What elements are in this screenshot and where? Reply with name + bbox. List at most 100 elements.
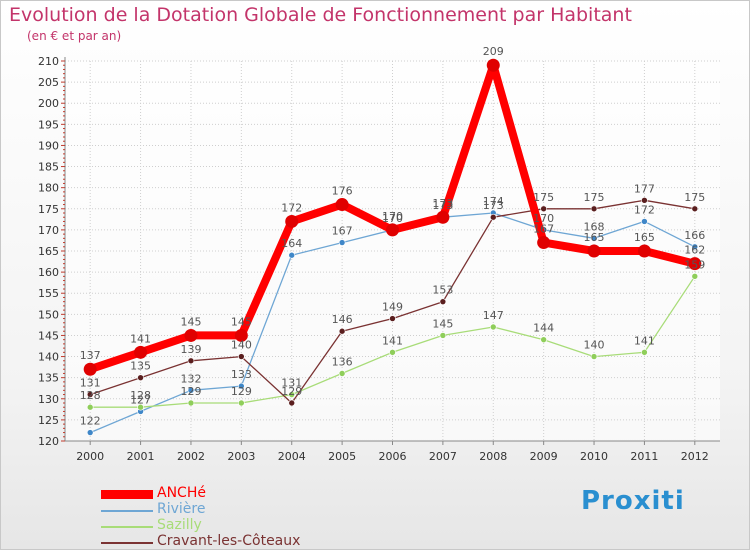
data-label: 129 <box>231 385 252 398</box>
data-point <box>137 374 144 381</box>
y-tick-label: 175 <box>38 203 59 216</box>
data-point <box>537 236 551 250</box>
x-tick-label: 2011 <box>630 450 658 463</box>
data-label: 176 <box>332 185 353 198</box>
data-label: 136 <box>332 355 353 368</box>
legend-label-cravant: Cravant-les-Côteaux <box>157 533 301 549</box>
data-label: 170 <box>382 212 403 225</box>
x-tick-label: 2007 <box>429 450 457 463</box>
legend-swatch-anche <box>101 490 153 499</box>
data-point <box>335 198 349 212</box>
data-point <box>288 399 296 407</box>
series-cravant-les-coteaux <box>86 197 699 407</box>
data-label: 167 <box>332 225 353 238</box>
data-label: 209 <box>483 45 504 58</box>
labels-cravant-les-coteaux: 131 135 139 140 129 146 149 153 173 175 175 177 175 <box>80 182 706 398</box>
data-point <box>691 273 699 280</box>
y-tick-label: 185 <box>38 161 59 174</box>
data-label: 162 <box>684 244 705 257</box>
data-point <box>137 403 144 411</box>
legend-label-anche: ANCHé <box>157 485 206 501</box>
data-point <box>187 357 195 365</box>
data-label: 177 <box>634 182 655 195</box>
data-point <box>83 362 97 376</box>
data-label: 175 <box>533 191 554 204</box>
data-label: 132 <box>180 372 201 385</box>
y-tick-label: 180 <box>38 182 59 195</box>
data-point <box>590 235 598 242</box>
data-label: 173 <box>483 199 504 212</box>
data-label: 140 <box>584 339 605 352</box>
data-label: 170 <box>533 212 554 225</box>
legend-label-sazilly: Sazilly <box>157 517 202 533</box>
y-tick-label: 125 <box>38 414 59 427</box>
data-label: 131 <box>281 377 302 390</box>
data-label: 145 <box>432 317 453 330</box>
data-point <box>691 243 699 251</box>
series-sazilly <box>86 273 699 411</box>
data-label: 129 <box>180 385 201 398</box>
x-tick-label: 2012 <box>681 450 709 463</box>
data-point <box>590 353 598 360</box>
data-point <box>338 239 346 246</box>
chart-subtitle: (en € et par an) <box>27 29 122 43</box>
data-point <box>386 223 399 237</box>
data-point <box>688 257 702 271</box>
data-label: 167 <box>533 223 554 236</box>
data-label: 170 <box>382 210 403 223</box>
data-point <box>486 58 500 72</box>
data-point <box>187 399 195 407</box>
data-point <box>389 315 396 322</box>
data-point <box>238 382 245 390</box>
data-point <box>234 328 248 342</box>
data-point <box>590 205 598 213</box>
data-label: 175 <box>684 191 705 204</box>
data-label: 145 <box>180 315 201 328</box>
data-point <box>641 349 648 356</box>
data-label: 135 <box>130 360 151 373</box>
y-tick-label: 130 <box>38 393 59 406</box>
legend-swatch-riviere <box>101 510 153 512</box>
data-point <box>285 214 299 228</box>
data-point <box>338 327 346 335</box>
chart-title: Evolution de la Dotation Globale de Fonc… <box>9 4 632 26</box>
data-label: 141 <box>382 334 403 347</box>
data-point <box>238 399 245 407</box>
data-label: 149 <box>382 301 403 314</box>
x-tick-label: 2006 <box>379 450 407 463</box>
data-point <box>540 205 547 213</box>
data-label: 146 <box>332 313 353 326</box>
data-point <box>288 391 296 398</box>
data-label: 172 <box>634 203 655 216</box>
data-label: 141 <box>634 334 655 347</box>
y-tick-label: 140 <box>38 351 59 364</box>
proxiti-logo: Proxiti <box>581 486 685 516</box>
data-point <box>184 328 198 342</box>
logo-text: Proxiti <box>581 486 685 516</box>
data-point <box>238 353 245 360</box>
data-point <box>288 251 296 259</box>
legend-swatch-sazilly <box>101 526 153 528</box>
y-tick-label: 160 <box>38 266 59 279</box>
y-tick-label: 155 <box>38 287 59 300</box>
series-anche <box>83 58 702 376</box>
data-point <box>86 429 94 436</box>
data-label: 144 <box>533 322 554 335</box>
data-label: 137 <box>80 349 101 362</box>
y-tick-label: 205 <box>38 76 59 89</box>
data-label: 164 <box>281 237 302 250</box>
y-tick-label: 165 <box>38 245 59 258</box>
data-point <box>587 244 601 258</box>
data-point <box>338 370 346 377</box>
data-point <box>86 391 94 398</box>
labels-anche: 137 141 145 145 172 176 170 173 209 167 165 165 162 <box>80 45 706 362</box>
y-tick-label: 170 <box>38 224 59 237</box>
y-tick-label: 145 <box>38 329 59 342</box>
data-label: 173 <box>432 199 453 212</box>
x-tick-label: 2004 <box>278 450 306 463</box>
data-label: 128 <box>130 389 151 402</box>
